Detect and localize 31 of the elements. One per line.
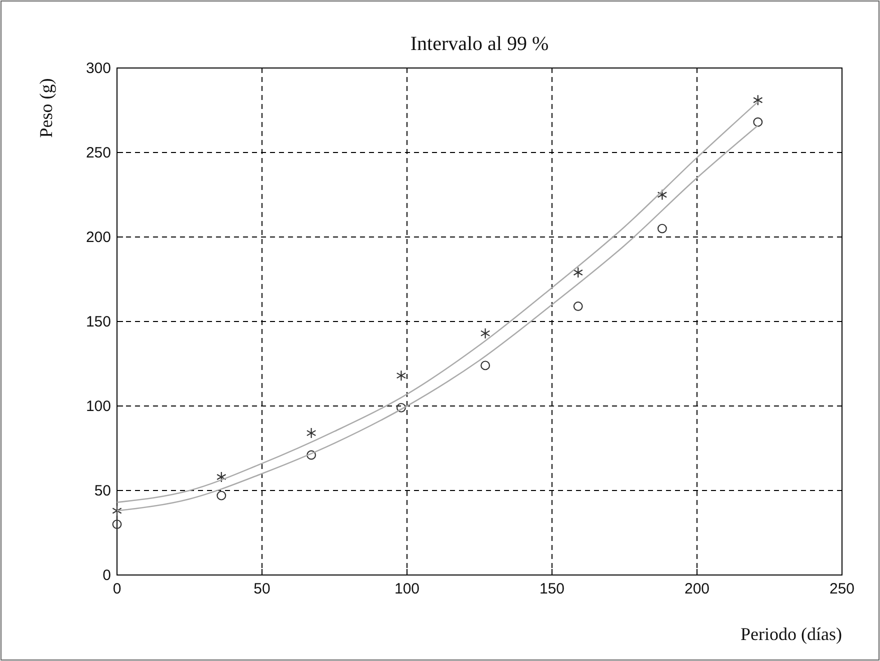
y-tick-label: 250 (86, 144, 111, 162)
point (396, 402, 406, 412)
y-tick-label: 300 (86, 60, 111, 77)
x-tick-label: 200 (684, 580, 710, 598)
y-axis-title: Peso (g) (36, 78, 56, 138)
point (657, 189, 668, 200)
point (753, 94, 763, 106)
point (112, 505, 122, 516)
y-tick-label: 100 (86, 398, 111, 415)
y-tick-label: 50 (94, 482, 111, 500)
point (216, 471, 226, 483)
point (216, 490, 226, 500)
point (112, 520, 122, 530)
x-tick-label: 50 (254, 580, 270, 598)
point (306, 427, 316, 439)
x-axis-title: Periodo (días) (740, 624, 842, 644)
point (573, 302, 583, 312)
chart-title: Intervalo al 99 % (410, 33, 549, 55)
y-tick-label: 0 (102, 566, 111, 584)
point (573, 266, 583, 278)
point (396, 370, 406, 382)
x-tick-label: 250 (829, 580, 855, 598)
x-tick-label: 150 (539, 580, 565, 598)
y-tick-label: 200 (86, 228, 111, 246)
point (753, 117, 763, 127)
point (306, 450, 316, 460)
point (480, 360, 490, 370)
point (480, 328, 490, 339)
x-tick-label: 100 (394, 580, 420, 598)
point (657, 224, 667, 234)
y-tick-label: 150 (86, 313, 111, 330)
